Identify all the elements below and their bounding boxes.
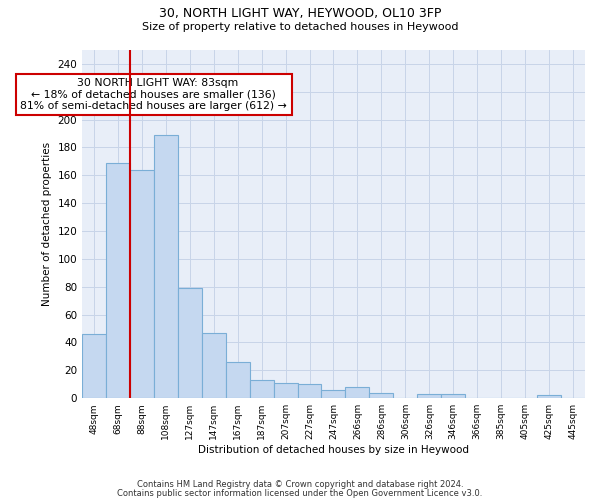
Bar: [346, 387, 370, 398]
Bar: [322, 390, 346, 398]
Bar: [226, 362, 250, 398]
Bar: [82, 334, 106, 398]
Bar: [537, 396, 561, 398]
Text: 30, NORTH LIGHT WAY, HEYWOOD, OL10 3FP: 30, NORTH LIGHT WAY, HEYWOOD, OL10 3FP: [159, 8, 441, 20]
Bar: [154, 135, 178, 398]
Text: 30 NORTH LIGHT WAY: 83sqm
← 18% of detached houses are smaller (136)
81% of semi: 30 NORTH LIGHT WAY: 83sqm ← 18% of detac…: [20, 78, 287, 111]
Bar: [106, 163, 130, 398]
Bar: [370, 392, 394, 398]
Bar: [441, 394, 465, 398]
Text: Contains HM Land Registry data © Crown copyright and database right 2024.: Contains HM Land Registry data © Crown c…: [137, 480, 463, 489]
Bar: [274, 383, 298, 398]
Bar: [202, 332, 226, 398]
X-axis label: Distribution of detached houses by size in Heywood: Distribution of detached houses by size …: [198, 445, 469, 455]
Bar: [418, 394, 441, 398]
Bar: [178, 288, 202, 398]
Text: Size of property relative to detached houses in Heywood: Size of property relative to detached ho…: [142, 22, 458, 32]
Y-axis label: Number of detached properties: Number of detached properties: [42, 142, 52, 306]
Bar: [130, 170, 154, 398]
Bar: [250, 380, 274, 398]
Text: Contains public sector information licensed under the Open Government Licence v3: Contains public sector information licen…: [118, 488, 482, 498]
Bar: [298, 384, 322, 398]
